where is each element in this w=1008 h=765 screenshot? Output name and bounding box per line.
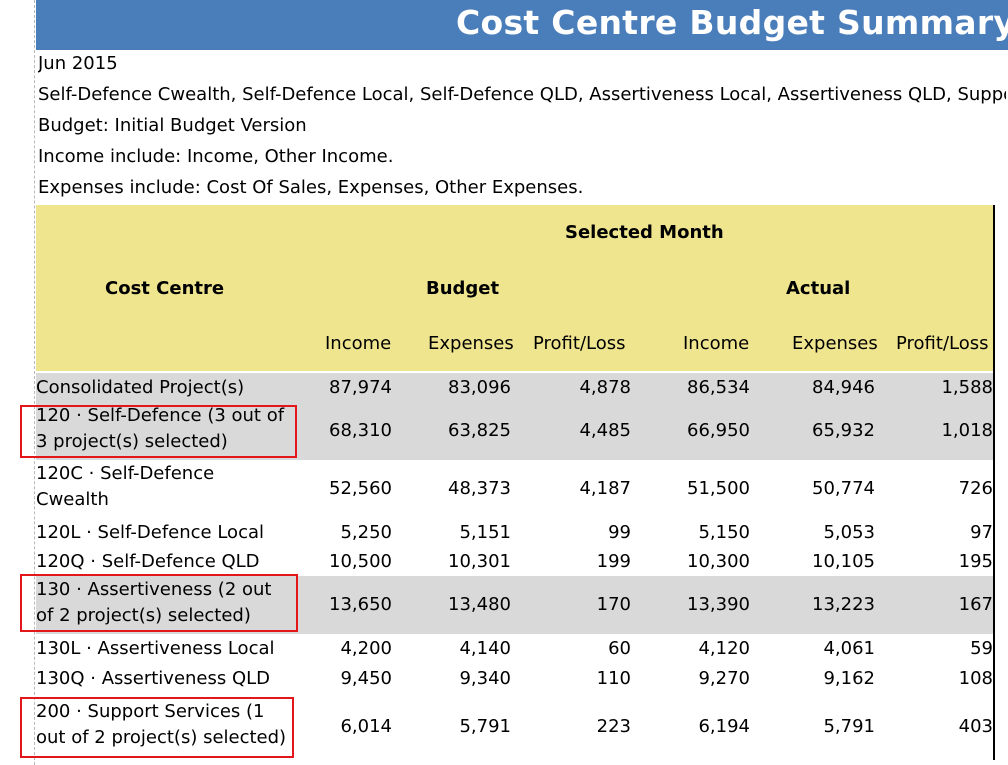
budget-income-header: Income — [325, 333, 392, 354]
table-cell-value: 9,450 — [340, 668, 392, 689]
table-cell-value: 4,878 — [579, 377, 631, 398]
cost-centre-name: 200 · Support Services (1 — [36, 701, 265, 722]
table-cell-value: 10,105 — [812, 551, 875, 572]
cost-centre-name: 120C · Self-Defence — [36, 463, 215, 484]
table-right-border — [993, 205, 995, 760]
table-cell-value: 170 — [596, 594, 631, 615]
cost-centre-name: 3 project(s) selected) — [36, 431, 228, 452]
highlight-box-130 — [20, 574, 298, 632]
cost-centre-name: of 2 project(s) selected) — [36, 605, 251, 626]
table-cell-value: 5,053 — [823, 522, 875, 543]
table-cell-value: 5,151 — [459, 522, 511, 543]
table-cell-value: 5,791 — [459, 716, 511, 737]
cost-centre-name: 120L · Self-Defence Local — [36, 522, 264, 543]
table-cell-value: 13,480 — [448, 594, 511, 615]
table-cell-value: 1,018 — [941, 420, 993, 441]
table-cell-value: 6,194 — [698, 716, 750, 737]
cost-centre-name: 120 · Self-Defence (3 out of — [36, 405, 285, 426]
table-cell-value: 10,500 — [329, 551, 392, 572]
table-cell-value: 167 — [958, 594, 993, 615]
table-cell-value: 66,950 — [687, 420, 750, 441]
table-row-background — [36, 402, 994, 460]
selected-month-header: Selected Month — [565, 222, 724, 243]
table-cell-value: 9,270 — [698, 668, 750, 689]
cost-centre-name: 120Q · Self-Defence QLD — [36, 551, 260, 572]
report-title: Cost Centre Budget Summary — N — [456, 3, 1008, 42]
table-cell-value: 4,061 — [823, 638, 875, 659]
table-cell-value: 51,500 — [687, 478, 750, 499]
table-cell-value: 52,560 — [329, 478, 392, 499]
table-cell-value: 4,485 — [579, 420, 631, 441]
table-cell-value: 87,974 — [329, 377, 392, 398]
table-cell-value: 5,150 — [698, 522, 750, 543]
cost-centre-name: out of 2 project(s) selected) — [36, 727, 287, 748]
table-cell-value: 59 — [970, 638, 993, 659]
table-cell-value: 10,300 — [687, 551, 750, 572]
table-cell-value: 4,140 — [459, 638, 511, 659]
table-cell-value: 199 — [596, 551, 631, 572]
table-row-background — [36, 576, 994, 634]
sheet-gridline — [34, 0, 35, 765]
table-cell-value: 1,588 — [941, 377, 993, 398]
actual-expenses-header: Expenses — [792, 333, 878, 354]
table-cell-value: 726 — [958, 478, 993, 499]
title-banner: Cost Centre Budget Summary — N — [36, 0, 1008, 50]
table-cell-value: 5,791 — [823, 716, 875, 737]
table-cell-value: 6,014 — [340, 716, 392, 737]
table-cell-value: 9,162 — [823, 668, 875, 689]
table-cell-value: 68,310 — [329, 420, 392, 441]
report-budget-version: Budget: Initial Budget Version — [38, 115, 307, 136]
table-cell-value: 60 — [608, 638, 631, 659]
table-cell-value: 84,946 — [812, 377, 875, 398]
cost-centre-name: 130Q · Assertiveness QLD — [36, 668, 271, 689]
table-cell-value: 50,774 — [812, 478, 875, 499]
table-cell-value: 99 — [608, 522, 631, 543]
table-cell-value: 4,187 — [579, 478, 631, 499]
table-cell-value: 195 — [958, 551, 993, 572]
report-projects: Self-Defence Cwealth, Self-Defence Local… — [38, 84, 1006, 105]
table-row-background — [36, 373, 994, 402]
budget-expenses-header: Expenses — [428, 333, 514, 354]
cost-centre-name: Cwealth — [36, 489, 109, 510]
table-cell-value: 403 — [958, 716, 993, 737]
cost-centre-name: 130 · Assertiveness (2 out — [36, 579, 272, 600]
table-cell-value: 9,340 — [459, 668, 511, 689]
actual-profit-loss-header: Profit/Loss — [896, 333, 989, 354]
table-cell-value: 110 — [596, 668, 631, 689]
table-cell-value: 5,250 — [340, 522, 392, 543]
table-cell-value: 13,650 — [329, 594, 392, 615]
budget-profit-loss-header: Profit/Loss — [533, 333, 626, 354]
cost-centre-header: Cost Centre — [105, 278, 225, 299]
table-header: Selected Month Cost Centre Budget Actual… — [36, 205, 994, 371]
table-cell-value: 13,390 — [687, 594, 750, 615]
table-cell-value: 223 — [596, 716, 631, 737]
cost-centre-name: Consolidated Project(s) — [36, 377, 245, 398]
table-cell-value: 65,932 — [812, 420, 875, 441]
table-cell-value: 48,373 — [448, 478, 511, 499]
highlight-box-120 — [20, 405, 297, 458]
actual-header: Actual — [786, 278, 851, 299]
table-cell-value: 4,200 — [340, 638, 392, 659]
highlight-box-200 — [20, 697, 294, 758]
actual-income-header: Income — [683, 333, 750, 354]
table-cell-value: 4,120 — [698, 638, 750, 659]
table-cell-value: 108 — [958, 668, 993, 689]
report-income-include: Income include: Income, Other Income. — [38, 146, 394, 167]
report-expenses-include: Expenses include: Cost Of Sales, Expense… — [38, 177, 584, 198]
table-cell-value: 83,096 — [448, 377, 511, 398]
table-cell-value: 10,301 — [448, 551, 511, 572]
table-cell-value: 63,825 — [448, 420, 511, 441]
table-cell-value: 86,534 — [687, 377, 750, 398]
budget-header: Budget — [426, 278, 500, 299]
table-cell-value: 13,223 — [812, 594, 875, 615]
report-period: Jun 2015 — [38, 53, 118, 74]
table-cell-value: 97 — [970, 522, 993, 543]
cost-centre-name: 130L · Assertiveness Local — [36, 638, 275, 659]
